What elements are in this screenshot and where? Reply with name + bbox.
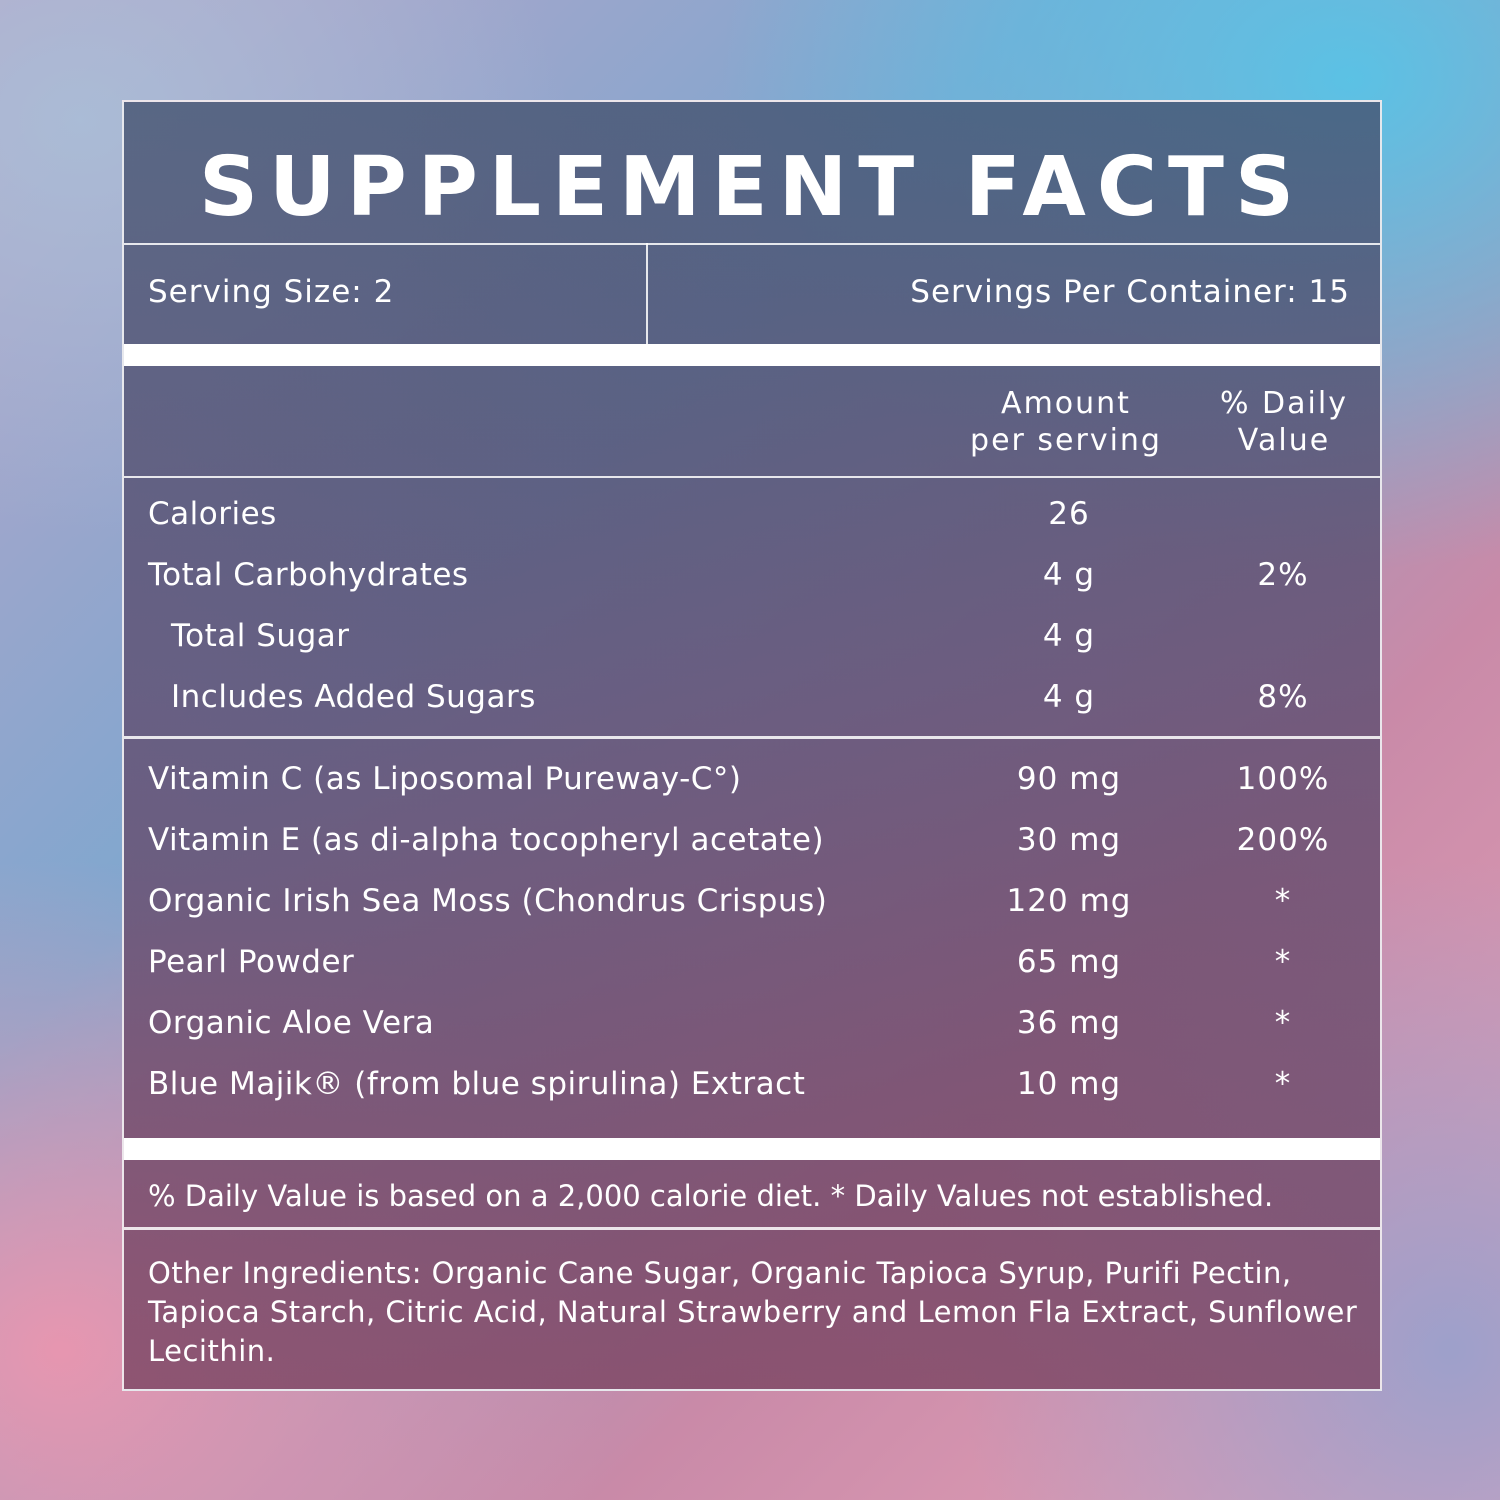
thick-divider: [124, 344, 1380, 366]
amount-header-line1: Amount: [1001, 386, 1131, 421]
nutrient-row: Vitamin E (as di-alpha tocopheryl acetat…: [124, 822, 1380, 882]
nutrient-name: Pearl Powder: [148, 944, 355, 980]
panel-title: SUPPLEMENT FACTS: [198, 140, 1306, 235]
nutrient-daily-value: 8%: [1257, 679, 1309, 715]
nutrient-name: Organic Aloe Vera: [148, 1005, 435, 1041]
thick-divider: [124, 1138, 1380, 1160]
nutrient-name: Vitamin C (as Liposomal Pureway-C°): [148, 761, 742, 797]
divider: [124, 243, 1380, 245]
daily-value-column-header: % Daily Value: [1194, 385, 1374, 459]
nutrient-amount: 90 mg: [1016, 761, 1122, 797]
nutrient-daily-value: *: [1274, 944, 1292, 980]
nutrient-row: Calories 26: [124, 496, 1380, 556]
nutrient-daily-value: 100%: [1236, 761, 1330, 797]
nutrient-name: Blue Majik® (from blue spirulina) Extrac…: [148, 1066, 806, 1102]
nutrient-row: Total Carbohydrates 4 g 2%: [124, 557, 1380, 617]
nutrient-name: Total Sugar: [171, 618, 350, 654]
nutrient-amount: 36 mg: [1016, 1005, 1122, 1041]
nutrient-row: Includes Added Sugars 4 g 8%: [124, 679, 1380, 739]
amount-header-line2: per serving: [970, 423, 1162, 458]
divider: [124, 736, 1380, 739]
nutrient-name: Calories: [148, 496, 277, 532]
nutrient-daily-value: *: [1274, 1066, 1292, 1102]
nutrient-amount: 120 mg: [1006, 883, 1132, 919]
nutrient-name: Organic Irish Sea Moss (Chondrus Crispus…: [148, 883, 828, 919]
nutrient-amount: 30 mg: [1016, 822, 1122, 858]
daily-value-footnote: % Daily Value is based on a 2,000 calori…: [148, 1179, 1274, 1213]
dv-header-line2: Value: [1237, 423, 1331, 458]
nutrient-daily-value: 2%: [1257, 557, 1309, 593]
nutrient-row: Pearl Powder 65 mg *: [124, 944, 1380, 1004]
serving-size: Serving Size: 2: [148, 274, 395, 310]
nutrient-row: Organic Irish Sea Moss (Chondrus Crispus…: [124, 883, 1380, 943]
nutrient-amount: 4 g: [1042, 557, 1096, 593]
nutrient-amount: 4 g: [1042, 679, 1096, 715]
nutrient-row: Blue Majik® (from blue spirulina) Extrac…: [124, 1066, 1380, 1126]
nutrient-name: Vitamin E (as di-alpha tocopheryl acetat…: [148, 822, 825, 858]
nutrient-row: Organic Aloe Vera 36 mg *: [124, 1005, 1380, 1065]
dv-header-line1: % Daily: [1220, 386, 1348, 421]
nutrient-amount: 10 mg: [1016, 1066, 1122, 1102]
nutrient-daily-value: *: [1274, 1005, 1292, 1041]
nutrient-amount: 26: [1048, 496, 1090, 532]
nutrient-name: Total Carbohydrates: [148, 557, 469, 593]
divider: [124, 476, 1380, 478]
nutrient-amount: 4 g: [1042, 618, 1096, 654]
nutrient-name: Includes Added Sugars: [171, 679, 536, 715]
servings-per-container: Servings Per Container: 15: [910, 274, 1350, 310]
divider: [646, 243, 648, 344]
nutrient-row: Vitamin C (as Liposomal Pureway-C°) 90 mg…: [124, 761, 1380, 821]
amount-column-header: Amount per serving: [966, 385, 1166, 459]
nutrient-amount: 65 mg: [1016, 944, 1122, 980]
other-ingredients: Other Ingredients: Organic Cane Sugar, O…: [148, 1256, 1358, 1368]
supplement-facts-panel: SUPPLEMENT FACTS Serving Size: 2 Serving…: [122, 100, 1382, 1391]
nutrient-daily-value: 200%: [1236, 822, 1330, 858]
divider: [124, 1227, 1380, 1230]
nutrient-daily-value: *: [1274, 883, 1292, 919]
nutrient-row: Total Sugar 4 g: [124, 618, 1380, 678]
